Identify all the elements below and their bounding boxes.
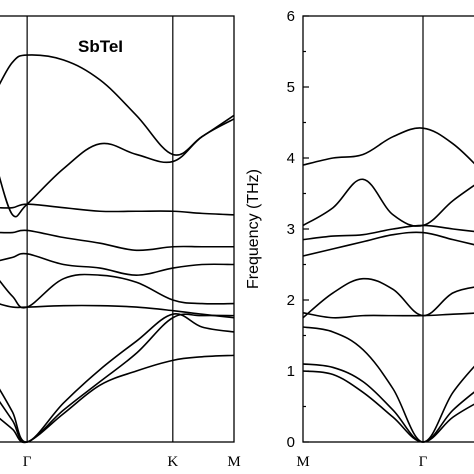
y-tick-label: 3 <box>287 221 295 238</box>
left-panel-frame <box>0 15 235 443</box>
phonon-branch <box>0 273 235 309</box>
phonon-branch <box>0 54 235 156</box>
phonon-branch <box>302 311 474 319</box>
y-tick-label: 2 <box>287 292 295 309</box>
x-tick-label: M <box>296 454 309 470</box>
phonon-branch <box>0 313 235 443</box>
y-tick-label: 6 <box>287 8 295 25</box>
phonon-branch <box>0 118 235 218</box>
y-tick-label: 1 <box>287 363 295 380</box>
phonon-branch <box>302 224 474 241</box>
x-tick-label: K <box>167 454 178 470</box>
phonon-branch <box>0 313 235 443</box>
phonon-branch <box>0 252 235 276</box>
phonon-branch <box>0 303 235 319</box>
y-tick-label: 5 <box>287 79 295 96</box>
phonon-branch <box>302 277 474 319</box>
y-tick-label: 0 <box>287 434 295 451</box>
phonon-branch <box>302 370 474 443</box>
phonon-branch <box>302 178 474 227</box>
x-tick-label: Γ <box>23 454 32 470</box>
phonon-branch <box>302 326 474 443</box>
phonon-branch <box>302 231 474 257</box>
y-axis-label: Frequency (THz) <box>245 169 262 289</box>
phonon-branch <box>302 363 474 443</box>
sbtei-dispersion-panel: Γ K M SbTeI <box>0 15 241 470</box>
x-tick-label: M <box>227 454 240 470</box>
phonon-branch <box>302 127 474 166</box>
x-tick-label: Γ <box>419 454 428 470</box>
phonon-branch <box>0 229 234 252</box>
phonon-branch <box>0 203 235 216</box>
second-dispersion-panel: 0 1 2 3 4 5 6 M Γ Frequency (THz) <box>245 8 474 470</box>
phonon-branch <box>0 354 235 444</box>
y-tick-label: 4 <box>287 150 295 167</box>
chart-title: SbTeI <box>78 37 123 56</box>
